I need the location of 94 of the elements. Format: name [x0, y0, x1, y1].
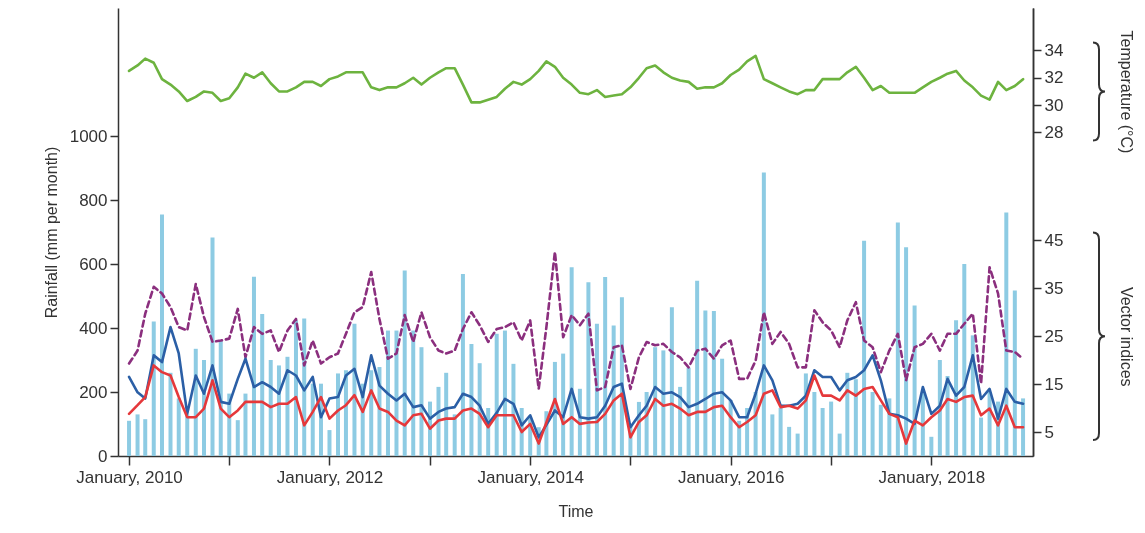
bar: [143, 419, 148, 456]
bar: [127, 420, 132, 456]
x-axis-title: Time: [558, 502, 594, 520]
bar: [327, 430, 332, 456]
bar: [235, 420, 240, 456]
bar: [778, 408, 783, 456]
bar: [770, 414, 775, 456]
y-axis-title: Rainfall (mm per month): [42, 146, 60, 319]
bar: [276, 365, 281, 456]
x-tick-label: January, 2012: [276, 467, 384, 487]
line-series: [127, 250, 1025, 392]
bar: [135, 414, 140, 456]
bar: [159, 214, 164, 456]
bar: [603, 277, 608, 456]
bar: [703, 310, 708, 456]
bar: [469, 344, 474, 456]
bar: [929, 436, 934, 456]
x-tick-label: January, 2014: [477, 467, 584, 487]
y3-tick-label: 25: [1044, 326, 1064, 346]
bar: [402, 270, 407, 456]
x-tick-label: January, 2018: [878, 467, 986, 487]
y2-tick-label: 30: [1044, 95, 1064, 115]
bar: [494, 333, 499, 456]
bar: [669, 307, 674, 456]
line-series: [127, 325, 1025, 439]
bar: [611, 325, 616, 456]
bar: [352, 323, 357, 456]
bar: [695, 280, 700, 456]
bar: [452, 414, 457, 456]
bar: [711, 311, 716, 456]
bar: [460, 273, 465, 456]
y2-tick-label: 34: [1044, 40, 1064, 60]
bar: [436, 386, 441, 456]
y3-tick-label: 35: [1044, 278, 1064, 298]
bar: [870, 392, 875, 456]
bar: [979, 417, 984, 456]
bar: [168, 372, 173, 456]
bar: [210, 237, 215, 456]
bar: [720, 358, 725, 456]
bar: [151, 321, 156, 456]
y3-tick-label: 45: [1044, 230, 1064, 250]
bar: [837, 433, 842, 456]
bar: [176, 398, 181, 456]
x-tick-label: January, 2016: [677, 467, 785, 487]
bar: [285, 356, 290, 456]
y3-tick-label: 15: [1044, 374, 1064, 394]
bar: [185, 414, 190, 456]
bar: [1012, 290, 1017, 456]
bar: [1021, 398, 1026, 456]
bar: [268, 360, 273, 456]
bar: [444, 372, 449, 456]
bar: [787, 426, 792, 456]
bar: [653, 347, 658, 456]
bar: [829, 401, 834, 456]
y2-tick-label: 32: [1044, 68, 1064, 88]
bar: [394, 330, 399, 456]
bar: [251, 276, 256, 456]
bar: [502, 330, 507, 456]
y2-tick-label: 28: [1044, 122, 1064, 142]
bar: [795, 433, 800, 456]
bar: [369, 370, 374, 456]
bar: [761, 172, 766, 456]
y2-axis-title: Temperature (°C): [1117, 30, 1135, 154]
y-tick-label: 200: [79, 382, 108, 402]
bar: [243, 393, 248, 456]
y3-axis-title: Vector indices: [1117, 286, 1135, 387]
x-tick-label: January, 2010: [76, 467, 183, 487]
y-tick-label: 800: [79, 190, 108, 210]
line-series: [127, 54, 1025, 104]
bar: [569, 267, 574, 456]
bar: [686, 367, 691, 456]
bar: [511, 363, 516, 456]
bar: [862, 240, 867, 456]
bar: [678, 386, 683, 456]
bar: [878, 404, 883, 456]
bar: [904, 247, 909, 456]
y-tick-label: 400: [79, 318, 108, 338]
line-series: [127, 364, 1025, 445]
y3-tick-label: 5: [1044, 422, 1054, 442]
bar: [845, 372, 850, 456]
bar: [260, 313, 265, 456]
bar: [419, 347, 424, 456]
bar: [853, 379, 858, 456]
bar: [962, 264, 967, 456]
y-tick-label: 1000: [69, 126, 108, 146]
y-tick-label: 600: [79, 254, 108, 274]
bar: [812, 392, 817, 456]
bar: [477, 363, 482, 456]
bar: [895, 222, 900, 456]
y-tick-label: 0: [98, 446, 108, 466]
bar: [954, 320, 959, 456]
bar: [335, 373, 340, 456]
bar: [820, 408, 825, 456]
bar: [661, 350, 666, 456]
